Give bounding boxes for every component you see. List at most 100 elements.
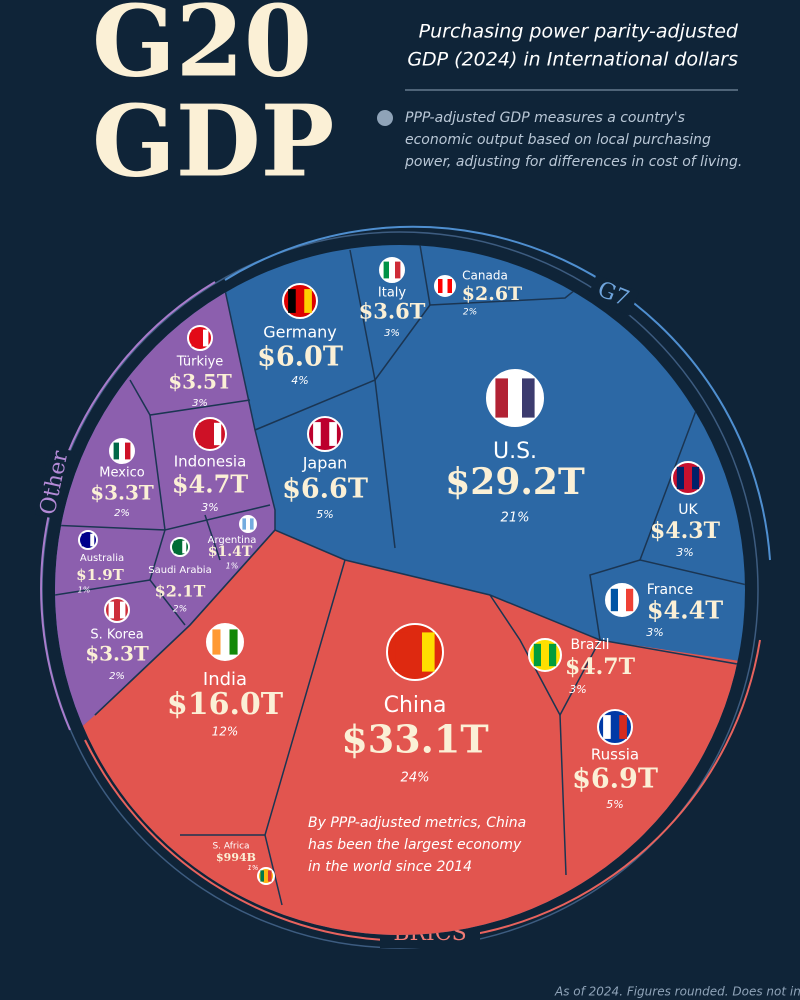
cell-border — [55, 524, 186, 626]
country-name: Australia — [80, 553, 124, 564]
country-name: Japan — [302, 454, 348, 473]
annotation: has been the largest economy — [308, 837, 522, 853]
label-bg — [35, 446, 75, 520]
country-gdp: $4.7T — [565, 654, 636, 680]
flag-band — [447, 279, 452, 293]
country-name: UK — [678, 502, 698, 518]
country-name: S. Africa — [212, 842, 249, 852]
annotation: in the world since 2014 — [308, 859, 472, 875]
flag-band — [120, 601, 126, 619]
country-name: China — [384, 693, 447, 718]
cell-border — [589, 559, 641, 641]
flag-band — [173, 540, 178, 554]
flag-band — [533, 643, 541, 667]
country-share: 4% — [291, 374, 308, 387]
country-name: India — [203, 669, 247, 690]
flag-band — [198, 422, 206, 446]
country-share: 2% — [114, 508, 130, 519]
country-share: 21% — [501, 511, 530, 526]
country-share: 3% — [569, 683, 586, 696]
country-gdp: $1.9T — [76, 566, 125, 584]
flag-band — [395, 632, 408, 672]
country-name: Mexico — [99, 466, 144, 481]
country-share: 12% — [212, 725, 239, 739]
country-gdp: $29.2T — [445, 461, 585, 503]
flag-band — [242, 518, 246, 530]
country-gdp: $2.1T — [155, 582, 206, 601]
flag-band — [676, 466, 684, 490]
country-gdp: $4.3T — [650, 518, 721, 544]
country-gdp: $994B — [216, 851, 256, 864]
country-share: 3% — [384, 328, 400, 339]
country-gdp: $3.6T — [359, 299, 426, 324]
country-share: 1% — [247, 864, 258, 872]
flag-band — [692, 466, 700, 490]
subtitle: GDP (2024) in International dollars — [407, 49, 738, 71]
flag-band — [260, 870, 264, 882]
flag-band — [182, 540, 187, 554]
flag-band — [125, 442, 131, 460]
flag-band — [268, 870, 272, 882]
flag-band — [214, 422, 222, 446]
country-share: 3% — [676, 546, 693, 559]
country-gdp: $6.9T — [572, 764, 658, 795]
flag-band — [90, 533, 95, 547]
flag-band — [81, 533, 86, 547]
country-share: 5% — [316, 508, 333, 521]
flag-band — [191, 329, 197, 347]
country-gdp: $3.3T — [90, 481, 154, 505]
country-name: Argentina — [208, 535, 257, 546]
country-gdp: $3.5T — [168, 370, 232, 394]
cell-border — [55, 579, 151, 596]
country-gdp: $4.4T — [647, 596, 723, 625]
country-share: 3% — [646, 626, 663, 639]
country-gdp: $33.1T — [341, 717, 488, 762]
flag-band — [383, 261, 389, 279]
country-share: 1% — [78, 586, 91, 595]
country-gdp: $6.0T — [257, 342, 343, 373]
country-name: S. Korea — [90, 628, 143, 643]
country-share: 2% — [109, 671, 125, 682]
subtitle: Purchasing power parity-adjusted — [419, 21, 739, 43]
country-name: Indonesia — [174, 453, 247, 471]
flag-band — [313, 422, 321, 446]
flag-band — [422, 632, 435, 672]
flag-band — [288, 289, 296, 313]
country-gdp: $1.4T — [208, 544, 253, 560]
cell-border — [489, 594, 601, 717]
country-share: 2% — [173, 605, 187, 615]
country-name: Germany — [263, 323, 337, 342]
country-name: Italy — [378, 286, 407, 301]
flag-band — [603, 715, 611, 739]
country-name: Canada — [462, 269, 508, 283]
flag-band — [113, 442, 119, 460]
country-share: 3% — [192, 398, 208, 409]
annotation: By PPP-adjusted metrics, China — [308, 815, 526, 831]
cell-border — [374, 245, 431, 549]
flag-band — [610, 588, 618, 612]
info-text: power, adjusting for differences in cost… — [404, 154, 742, 170]
country-name: Türkiye — [176, 355, 224, 370]
flag-band — [304, 289, 312, 313]
info-icon — [377, 110, 393, 126]
flag-band — [438, 279, 443, 293]
info-text: PPP-adjusted GDP measures a country's — [405, 110, 685, 126]
country-name: Brazil — [570, 637, 609, 653]
country-gdp: $6.6T — [282, 474, 368, 505]
info-text: economic output based on local purchasin… — [405, 132, 711, 148]
flag-band — [329, 422, 337, 446]
cell-border — [204, 514, 221, 561]
flag-band — [108, 601, 114, 619]
flag-band — [549, 643, 557, 667]
country-share: 1% — [226, 562, 239, 571]
flag-band — [619, 715, 627, 739]
country-name: Saudi Arabia — [148, 565, 211, 576]
country-name: Russia — [591, 746, 639, 764]
title: G20 — [92, 0, 312, 99]
flag-band — [250, 518, 254, 530]
country-share: 5% — [606, 798, 623, 811]
country-name: U.S. — [493, 439, 537, 464]
flag-band — [495, 378, 508, 418]
country-gdp: $2.6T — [462, 283, 522, 305]
